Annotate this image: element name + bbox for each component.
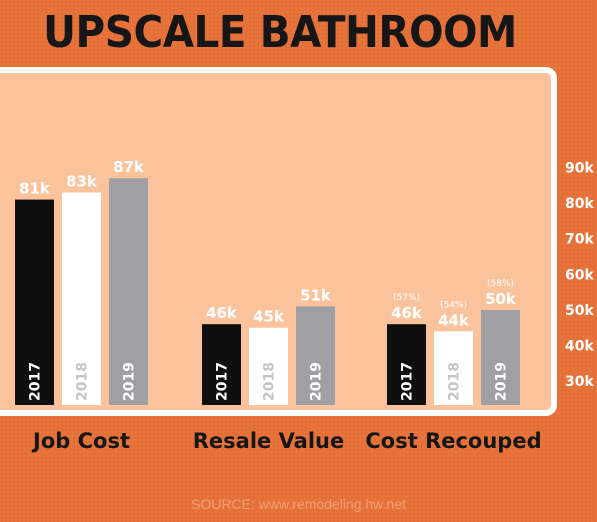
bar-year-label: 2017 (215, 362, 231, 401)
bar-value-label: 81k (19, 180, 51, 198)
percent-label: (58%) (487, 279, 514, 289)
source-url: www.remodeling.hw.net (258, 496, 406, 512)
y-tick-label: 70k (565, 232, 594, 248)
bar-year-label: 2018 (75, 362, 91, 401)
bar-cost-recouped-2018 (434, 331, 473, 405)
bar-resale-value-2017 (202, 324, 241, 405)
bar-value-label: 46k (206, 304, 238, 322)
bar-year-label: 2019 (309, 362, 325, 401)
percent-label: (54%) (440, 300, 467, 310)
bar-year-label: 2017 (28, 362, 44, 401)
bar-job-cost-2019 (109, 178, 148, 405)
bar-value-label: 87k (113, 158, 145, 176)
bar-year-label: 2019 (494, 362, 510, 401)
category-label: Cost Recouped (365, 429, 541, 453)
y-tick-label: 90k (565, 161, 594, 177)
bar-year-label: 2018 (262, 362, 278, 401)
bar-year-label: 2018 (447, 362, 463, 401)
bar-resale-value-2018 (249, 327, 288, 405)
bar-cost-recouped-2017 (387, 324, 426, 405)
y-tick-label: 40k (565, 339, 594, 355)
bar-cost-recouped-2019 (481, 309, 520, 405)
bar-resale-value-2019 (296, 306, 335, 405)
bar-job-cost-2018 (62, 192, 101, 405)
percent-label: (57%) (393, 293, 420, 303)
y-tick-label: 50k (565, 303, 594, 319)
y-tick-label: 80k (565, 196, 594, 212)
bar-year-label: 2017 (400, 362, 416, 401)
bar-job-cost-2017 (15, 199, 54, 405)
category-label: Resale Value (193, 429, 345, 453)
bar-value-label: 44k (438, 311, 470, 329)
bar-year-label: 2019 (122, 362, 138, 401)
source-label: SOURCE: (191, 496, 255, 512)
y-tick-label: 30k (565, 374, 594, 390)
bar-value-label: 51k (300, 286, 332, 304)
bar-value-label: 45k (253, 308, 285, 326)
bar-value-label: 83k (66, 172, 98, 190)
bar-value-label: 46k (391, 304, 423, 322)
source-credit: SOURCE: www.remodeling.hw.net (0, 496, 597, 512)
category-label: Job Cost (31, 429, 130, 453)
bar-value-label: 50k (485, 290, 517, 308)
y-tick-label: 60k (565, 267, 594, 283)
